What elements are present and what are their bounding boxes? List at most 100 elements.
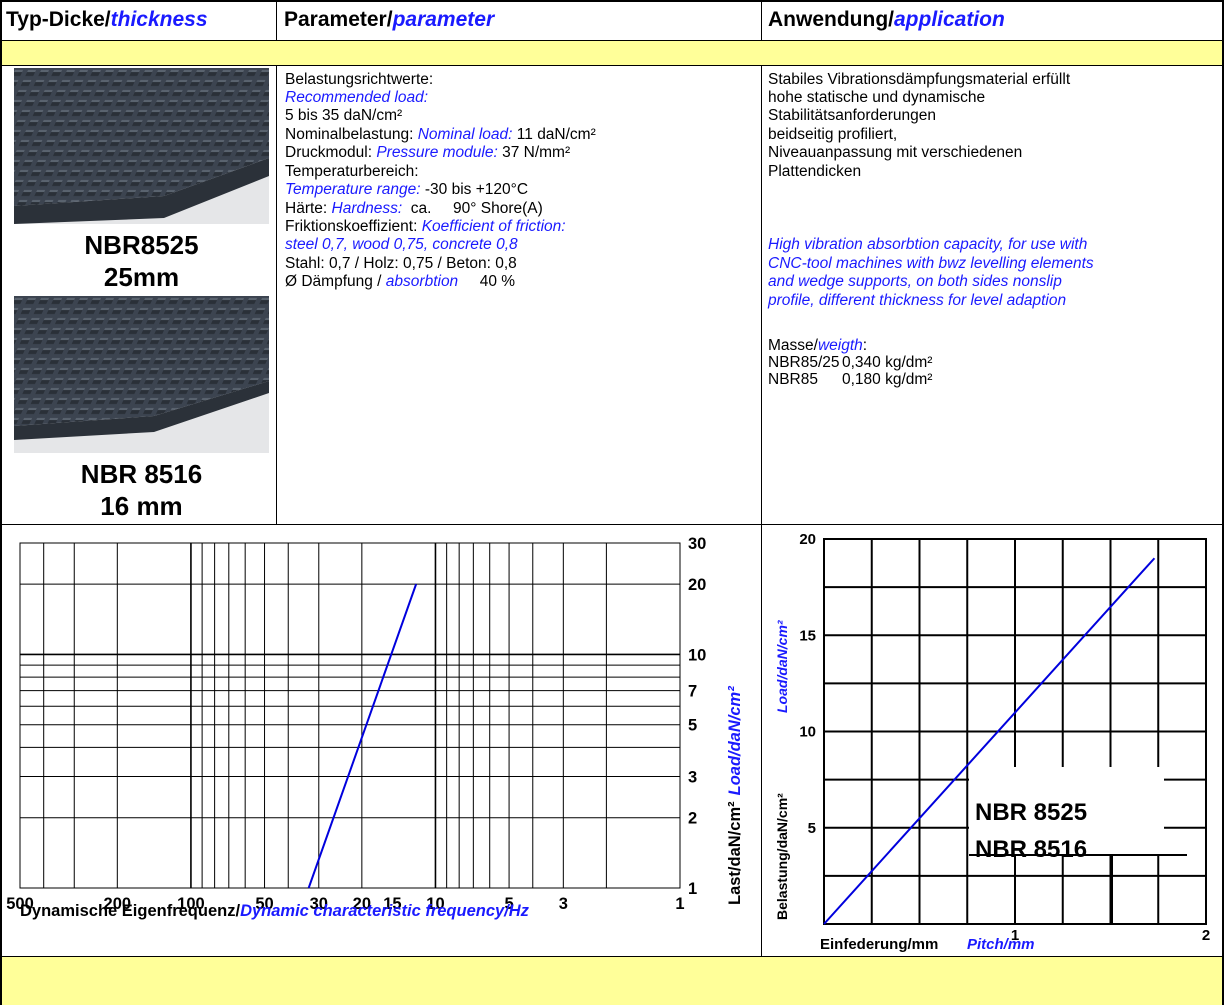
app-mass-1-name: NBR85/25	[768, 354, 840, 371]
header-application-de: Anwendung/	[768, 8, 894, 31]
frequency-x-tick-label: 5	[504, 895, 513, 913]
deflection-xlabel-de: Einfederung/mm	[820, 936, 938, 953]
deflection-y-tick-label: 5	[808, 820, 816, 837]
param-nominal-de: Nominalbelastung:	[285, 126, 418, 143]
deflection-y-tick-label: 10	[799, 724, 816, 741]
param-damping-en: absorbtion	[385, 273, 459, 290]
header-thickness-en: thickness	[110, 8, 208, 31]
deflection-y-tick-label: 15	[799, 627, 816, 644]
frequency-xlabel-de: Dynamische Eigenfrequenz/	[20, 902, 240, 920]
param-damping: Ø Dämpfung / absorbtion 40 %	[285, 273, 515, 291]
deflection-legend-box	[969, 767, 1164, 855]
footer-band	[0, 957, 1224, 1005]
app-de-2: hohe statische und dynamische	[768, 89, 986, 106]
param-pressure-en: Pressure module:	[376, 144, 498, 161]
deflection-xlabel-en: Pitch/mm	[967, 936, 1035, 953]
header-application: Anwendung/application	[762, 0, 1224, 40]
param-pressure-de: Druckmodul:	[285, 144, 377, 161]
param-hardness: Härte: Hardness: ca. 90° Shore(A)	[285, 200, 543, 218]
frequency-x-tick-label: 50	[255, 895, 273, 913]
frequency-ylabel: Last/daN/cm² Load/daN/cm²	[726, 686, 744, 905]
param-hardness-value: ca. 90° Shore(A)	[402, 200, 543, 217]
param-temp-de: Temperaturbereich:	[285, 163, 419, 180]
app-en-3: and wedge supports, on both sides nonsli…	[768, 273, 1062, 290]
param-load-value: 5 bis 35 daN/cm²	[285, 107, 403, 124]
frequency-y-tick-label: 7	[688, 683, 697, 701]
frequency-y-tick-label: 20	[688, 576, 706, 594]
param-friction-en: Koefficient of friction:	[421, 218, 566, 235]
frequency-y-tick-label: 1	[688, 880, 697, 898]
nbr8525-pad-image	[14, 68, 269, 224]
app-en-1: High vibration absorbtion capacity, for …	[768, 236, 1088, 253]
deflection-series-line	[823, 557, 1156, 925]
param-nominal: Nominalbelastung: Nominal load: 11 daN/c…	[285, 126, 596, 144]
deflection-ylabel-en: Load/daN/cm²	[774, 620, 790, 713]
frequency-plot-frame	[19, 542, 681, 889]
frequency-chart-grid	[19, 542, 681, 889]
pad-photo-bottom	[14, 296, 269, 440]
header-application-en: application	[893, 8, 1005, 31]
header-parameter-en: parameter	[392, 8, 495, 31]
deflection-chart-grid	[823, 538, 1207, 925]
deflection-x-tick-label: 1	[1011, 927, 1019, 944]
app-mass-de: Masse/	[768, 337, 818, 354]
frequency-chart: 500 200 100 50 30 20 15 10 5 3 11 2 3 5 7 10 20 30 Dynami…	[6, 535, 744, 920]
param-load-en: Recommended load:	[285, 89, 429, 106]
frequency-x-tick-label: 20	[353, 895, 371, 913]
frequency-xlabel-en: Dynamic characteristic frequency/Hz	[240, 902, 530, 920]
app-en-4: profile, different thickness for level a…	[768, 292, 1067, 309]
param-damping-value: 40 %	[458, 273, 516, 290]
deflection-ylabel-de: Belastung/daN/cm²	[774, 793, 790, 920]
param-pressure: Druckmodul: Pressure module: 37 N/mm²	[285, 144, 570, 162]
deflection-chart-ticks: 1 2 5 10 15 20	[799, 531, 1210, 944]
frequency-ylabel-en: Load/daN/cm²	[726, 686, 744, 796]
app-de-3: Stabilitätsanforderungen	[768, 107, 937, 124]
param-temp-value: -30 bis +120°C	[420, 181, 529, 198]
pad-photo-top	[14, 68, 269, 224]
app-mass-1-value: 0,340 kg/dm²	[842, 354, 933, 371]
param-temp: Temperature range: -30 bis +120°C	[285, 181, 528, 199]
param-pressure-value: 37 N/mm²	[497, 144, 571, 161]
frequency-x-tick-label: 30	[310, 895, 328, 913]
param-friction-de-values: Stahl: 0,7 / Holz: 0,75 / Beton: 0,8	[285, 255, 517, 272]
nbr8516-name: NBR 8516	[80, 459, 203, 489]
app-mass-colon: :	[862, 337, 868, 354]
frequency-ylabel-de: Last/daN/cm²	[726, 801, 744, 905]
param-friction-de: Friktionskoeffizient:	[285, 218, 422, 235]
nbr8516-pad-image	[14, 296, 269, 453]
param-hardness-de: Härte:	[285, 200, 332, 217]
app-mass-2-value: 0,180 kg/dm²	[842, 371, 933, 388]
app-de-4: beidseitig profiliert,	[768, 126, 898, 143]
frequency-x-tick-label: 10	[426, 895, 444, 913]
param-hardness-en: Hardness:	[331, 200, 403, 217]
frequency-y-tick-label: 10	[688, 646, 706, 664]
frequency-y-tick-label: 5	[688, 717, 697, 735]
header-spacer-band	[0, 40, 1224, 65]
deflection-legend-1: NBR 8525	[975, 799, 1087, 826]
frequency-x-tick-label: 1	[675, 895, 684, 913]
header-parameter-de: Parameter/	[284, 8, 393, 31]
param-load-de: Belastungsrichtwerte:	[285, 71, 434, 88]
frequency-chart-ticks: 500 200 100 50 30 20 15 10 5 3 11 2 3 5 7 10 20 30	[6, 535, 706, 913]
header-parameter: Parameter/parameter	[278, 0, 764, 40]
param-temp-en: Temperature range:	[285, 181, 421, 198]
app-de-5: Niveauanpassung mit verschiedenen	[768, 144, 1023, 161]
frequency-x-tick-label: 100	[177, 895, 205, 913]
param-damping-de: Ø Dämpfung /	[285, 273, 386, 290]
app-mass-title: Masse/weigth:	[768, 337, 867, 355]
frequency-xlabel: Dynamische Eigenfrequenz/Dynamic charact…	[20, 902, 530, 920]
deflection-chart: 1 2 5 10 15 20 NBR 8525 NBR 8516 Einfederung/…	[774, 531, 1210, 953]
frequency-x-tick-label: 15	[383, 895, 401, 913]
deflection-legend-2: NBR 8516	[975, 836, 1087, 863]
param-nominal-value: 11 daN/cm²	[512, 126, 596, 143]
frequency-y-tick-label: 3	[688, 769, 697, 787]
frequency-x-tick-label: 500	[6, 895, 34, 913]
param-friction-en-values: steel 0,7, wood 0,75, concrete 0,8	[285, 236, 518, 253]
frequency-y-tick-label: 30	[688, 535, 706, 553]
app-de-1: Stabiles Vibrationsdämpfungsmaterial erf…	[768, 71, 1071, 88]
param-friction: Friktionskoeffizient: Koefficient of fri…	[285, 218, 566, 236]
app-mass-en: weigth	[817, 337, 863, 354]
app-en-2: CNC-tool machines with bwz levelling ele…	[768, 255, 1094, 272]
header-thickness-de: Typ-Dicke/	[6, 8, 111, 31]
nbr8525-thickness: 25mm	[103, 262, 180, 292]
